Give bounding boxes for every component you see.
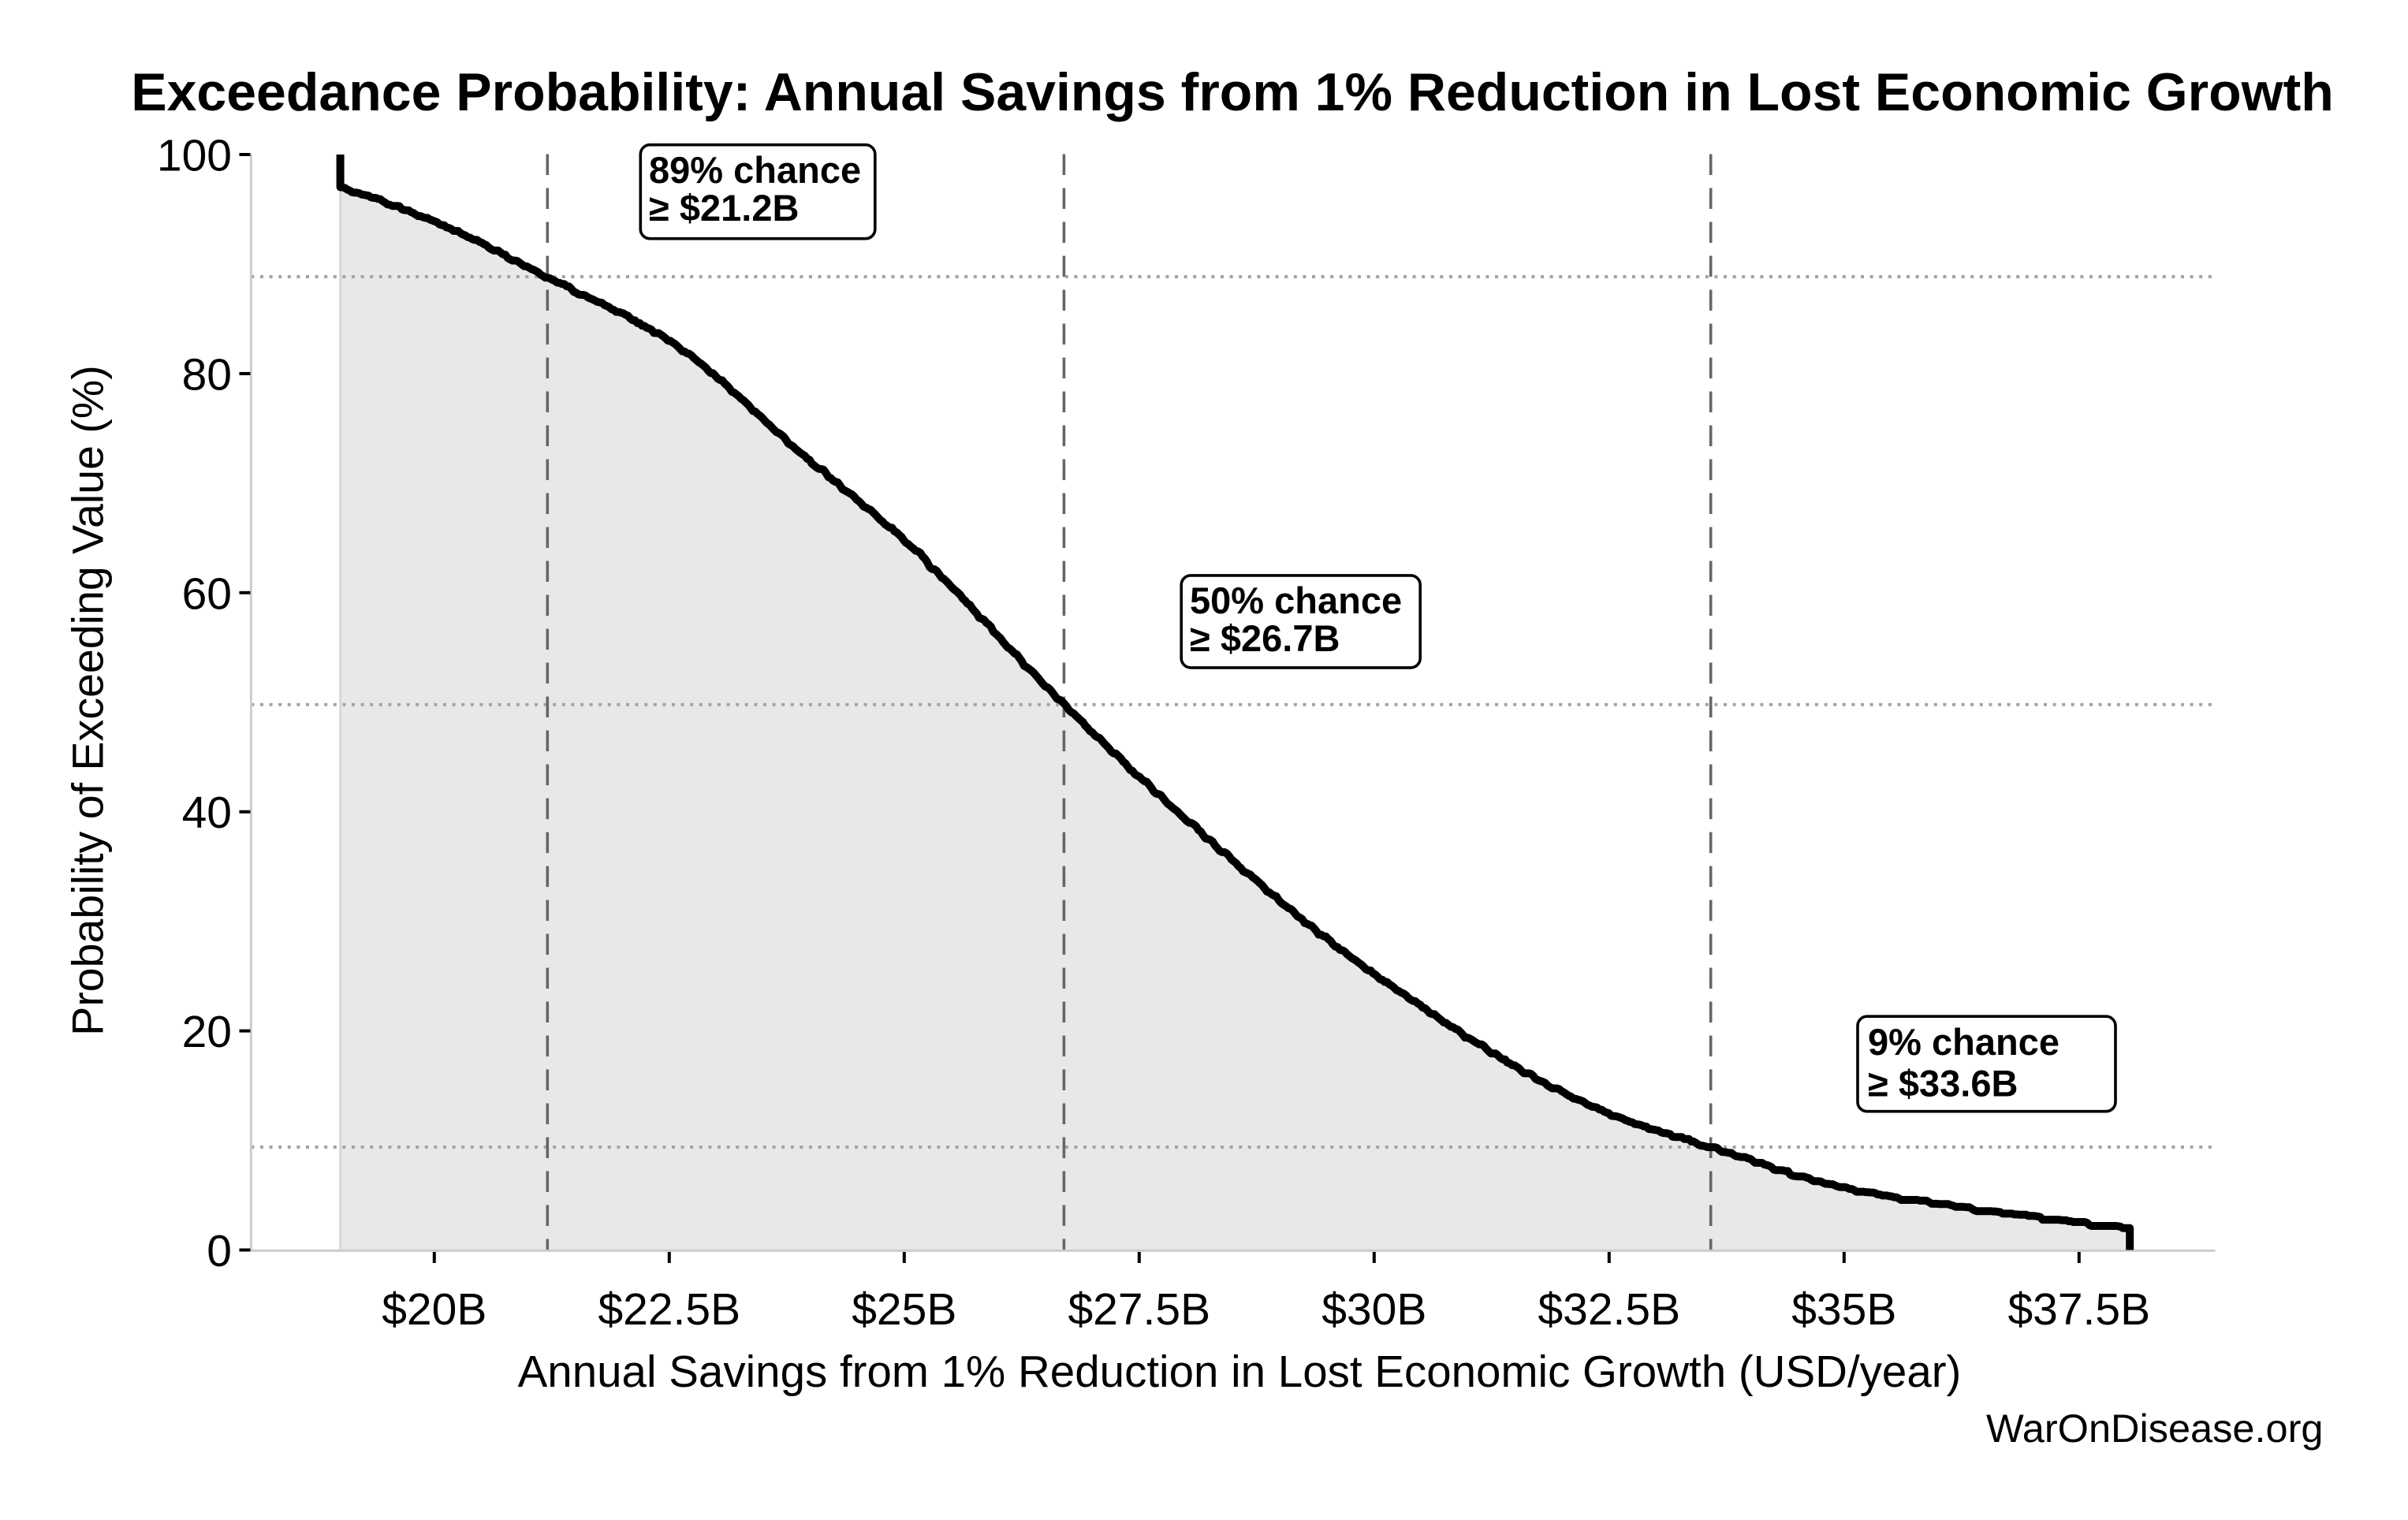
svg-text:89% chance: 89% chance — [649, 149, 861, 191]
svg-text:50% chance: 50% chance — [1190, 579, 1402, 621]
svg-text:Exceedance Probability: Annual: Exceedance Probability: Annual Savings f… — [131, 62, 2334, 122]
svg-text:Annual Savings from 1% Reducti: Annual Savings from 1% Reduction in Lost… — [518, 1347, 1962, 1396]
svg-text:$22.5B: $22.5B — [598, 1284, 740, 1335]
svg-text:$20B: $20B — [382, 1284, 486, 1335]
svg-text:100: 100 — [157, 131, 232, 181]
svg-text:$32.5B: $32.5B — [1538, 1284, 1680, 1335]
svg-text:WarOnDisease.org: WarOnDisease.org — [1986, 1406, 2324, 1451]
svg-text:$35B: $35B — [1791, 1284, 1896, 1335]
svg-text:$37.5B: $37.5B — [2007, 1284, 2150, 1335]
svg-text:Probability of Exceeding Value: Probability of Exceeding Value (%) — [64, 365, 113, 1035]
svg-text:80: 80 — [182, 349, 232, 400]
svg-text:60: 60 — [182, 568, 232, 619]
svg-text:$25B: $25B — [852, 1284, 956, 1335]
svg-text:≥ $33.6B: ≥ $33.6B — [1868, 1062, 2018, 1104]
svg-text:$27.5B: $27.5B — [1068, 1284, 1210, 1335]
svg-text:$30B: $30B — [1321, 1284, 1426, 1335]
svg-text:≥ $26.7B: ≥ $26.7B — [1190, 617, 1340, 659]
svg-text:40: 40 — [182, 788, 232, 838]
svg-text:0: 0 — [207, 1226, 232, 1276]
svg-text:≥ $21.2B: ≥ $21.2B — [649, 187, 799, 229]
svg-text:9% chance: 9% chance — [1868, 1021, 2059, 1063]
svg-text:20: 20 — [182, 1007, 232, 1057]
